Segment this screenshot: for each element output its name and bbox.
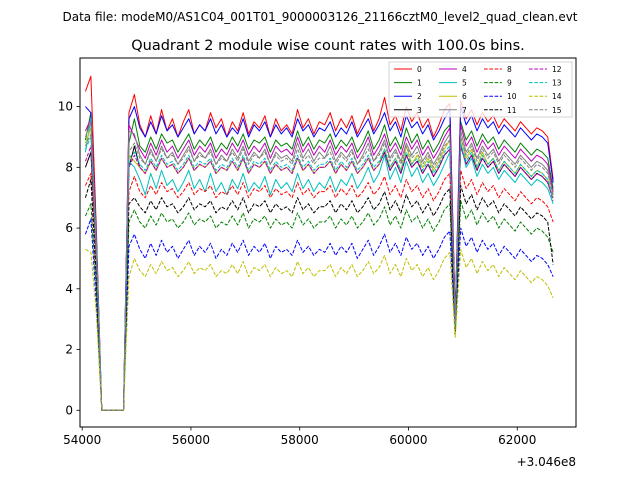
legend-label-6: 6 (462, 92, 467, 101)
legend-frame (388, 61, 573, 118)
legend-label-1: 1 (417, 79, 422, 88)
y-tick-label: 0 (65, 403, 73, 417)
legend-label-14: 14 (552, 92, 562, 101)
legend-label-4: 4 (462, 65, 467, 74)
legend-label-13: 13 (552, 79, 562, 88)
y-tick-label: 10 (58, 100, 73, 114)
x-tick-label: 62000 (498, 433, 536, 447)
legend-label-8: 8 (507, 65, 512, 74)
series-line-4 (84, 118, 554, 411)
y-tick-label: 6 (65, 221, 73, 235)
x-tick-label: 60000 (389, 433, 427, 447)
legend-label-10: 10 (507, 92, 517, 101)
legend-label-0: 0 (417, 65, 422, 74)
x-tick-label: 56000 (172, 433, 210, 447)
legend-label-2: 2 (417, 92, 422, 101)
plot-frame (79, 57, 577, 428)
x-tick-label: 58000 (281, 433, 319, 447)
y-tick-label: 8 (65, 160, 73, 174)
legend-label-15: 15 (552, 106, 562, 115)
y-tick-label: 4 (65, 282, 73, 296)
series-line-7 (84, 121, 554, 411)
series-line-5 (84, 118, 554, 411)
legend-label-11: 11 (507, 106, 517, 115)
legend-label-5: 5 (462, 79, 467, 88)
x-tick-label: 54000 (63, 433, 101, 447)
series-line-2 (85, 106, 554, 411)
series-line-12 (84, 145, 554, 411)
series-line-15 (84, 133, 554, 411)
series-line-13 (84, 136, 554, 411)
x-offset-label: +3.046e8 (517, 455, 576, 469)
chart-title: Quadrant 2 module wise count rates with … (131, 38, 525, 54)
axes-layer: 54000 56000 58000 60000 62000 0 2 4 6 8 10 (58, 100, 537, 447)
series-line-14 (85, 248, 554, 411)
series-line-0 (84, 75, 554, 411)
legend-label-3: 3 (417, 106, 422, 115)
series-line-11 (84, 178, 554, 411)
series-line-8 (84, 169, 554, 411)
y-tick-label: 2 (65, 343, 73, 357)
series-line-6 (84, 127, 554, 411)
legend-label-12: 12 (552, 65, 562, 74)
chart-suptitle: Data file: modeM0/AS1C04_001T01_90000031… (62, 10, 577, 24)
series-line-1 (84, 112, 554, 411)
series-line-10 (84, 218, 554, 411)
legend-label-9: 9 (507, 79, 512, 88)
series-line-9 (84, 200, 554, 411)
legend-label-7: 7 (462, 106, 467, 115)
series-layer (84, 75, 554, 411)
